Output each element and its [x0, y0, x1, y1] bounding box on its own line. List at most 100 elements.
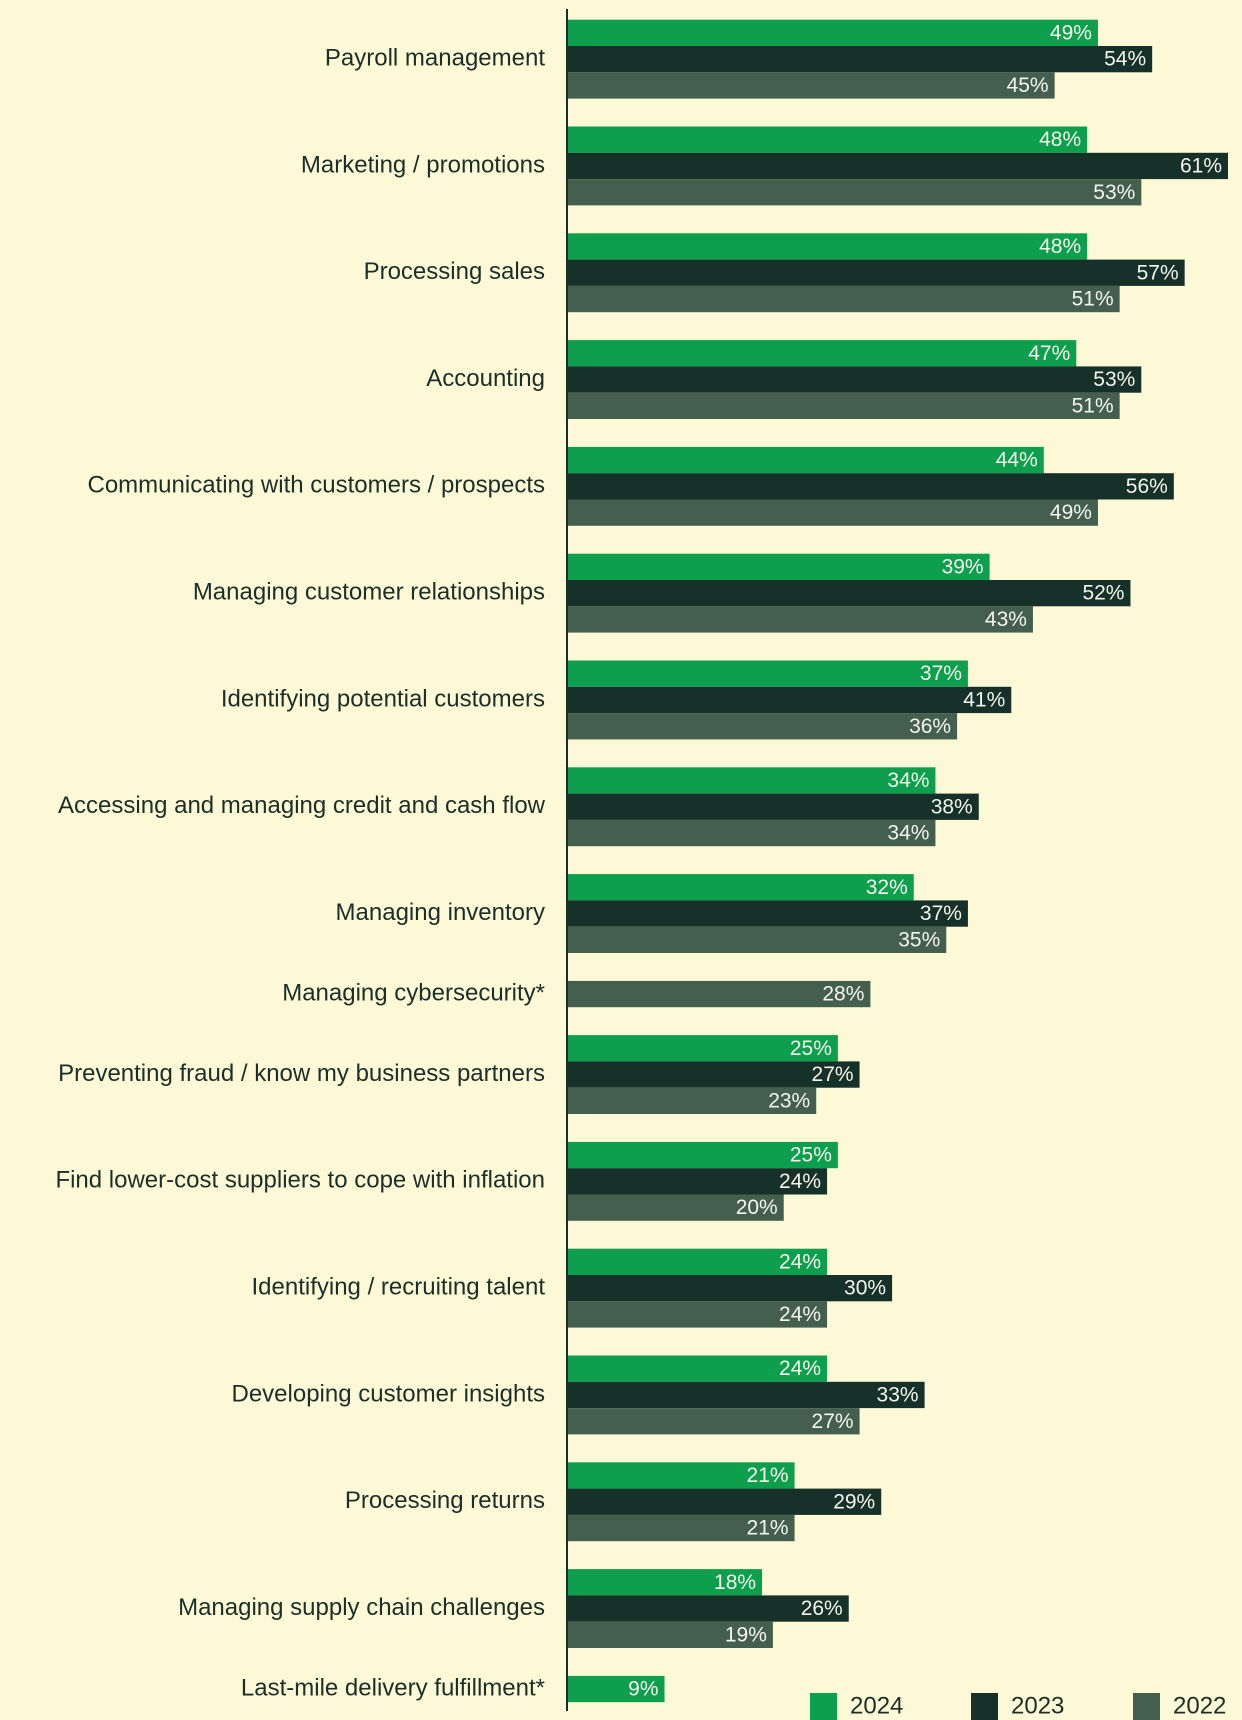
legend-swatch	[971, 1693, 998, 1720]
value-label: 49%	[1050, 501, 1092, 524]
category-label: Payroll management	[325, 44, 545, 71]
legend-label: 2023	[1011, 1692, 1064, 1719]
bar	[567, 793, 979, 820]
value-label: 44%	[996, 449, 1038, 472]
bar	[567, 926, 947, 953]
value-label: 43%	[985, 608, 1027, 631]
bar	[567, 1675, 665, 1703]
bar	[567, 1514, 795, 1542]
bar	[567, 285, 1120, 313]
value-label: 21%	[747, 1464, 789, 1487]
value-label: 21%	[747, 1517, 789, 1540]
category-label: Managing inventory	[336, 899, 545, 926]
bar	[567, 366, 1142, 393]
value-label: 61%	[1180, 154, 1222, 177]
value-label: 39%	[942, 555, 984, 578]
value-label: 25%	[790, 1037, 832, 1060]
value-label: 24%	[779, 1357, 821, 1380]
value-label: 18%	[714, 1571, 756, 1594]
value-label: 25%	[790, 1144, 832, 1167]
category-label: Managing customer relationships	[193, 578, 545, 605]
bar	[567, 1301, 828, 1328]
bar	[567, 392, 1120, 419]
value-label: 24%	[779, 1170, 821, 1193]
bar	[567, 767, 936, 794]
bar	[567, 1275, 893, 1302]
bar	[567, 553, 990, 580]
category-label: Accounting	[426, 365, 545, 392]
bar	[567, 1381, 925, 1409]
legend-swatch	[1133, 1693, 1160, 1720]
bar	[567, 1569, 763, 1596]
bar	[567, 499, 1098, 526]
bar	[567, 900, 968, 927]
bar	[567, 446, 1044, 474]
bar	[567, 233, 1088, 260]
category-label: Marketing / promotions	[301, 151, 545, 178]
value-label: 34%	[887, 822, 929, 845]
bar	[567, 1462, 795, 1489]
value-label: 37%	[920, 662, 962, 685]
value-label: 30%	[844, 1277, 886, 1300]
value-label: 53%	[1093, 368, 1135, 391]
legend-swatch	[810, 1693, 837, 1720]
value-label: 36%	[909, 715, 951, 738]
value-label: 24%	[779, 1250, 821, 1273]
value-label: 28%	[822, 983, 864, 1006]
bar	[567, 660, 968, 687]
bar	[567, 580, 1131, 607]
value-label: 54%	[1104, 48, 1146, 71]
bar	[567, 980, 871, 1008]
bar	[567, 1408, 860, 1435]
bar	[567, 1168, 828, 1195]
bar	[567, 1488, 882, 1515]
legend-label: 2022	[1173, 1692, 1226, 1719]
value-label: 34%	[887, 769, 929, 792]
value-label: 26%	[801, 1597, 843, 1620]
value-label: 41%	[963, 688, 1005, 711]
bar	[567, 819, 936, 847]
category-label: Processing returns	[345, 1487, 545, 1514]
category-label: Last-mile delivery fulfillment*	[241, 1674, 545, 1701]
category-label: Identifying / recruiting talent	[252, 1273, 546, 1300]
bar	[567, 473, 1174, 500]
bar	[567, 1595, 849, 1622]
bar	[567, 126, 1088, 153]
bar	[567, 46, 1153, 73]
value-label: 56%	[1126, 475, 1168, 498]
value-label: 35%	[898, 928, 940, 951]
value-label: 23%	[768, 1089, 810, 1112]
bar	[567, 713, 958, 740]
value-label: 53%	[1093, 181, 1135, 204]
category-label: Identifying potential customers	[221, 685, 545, 712]
value-label: 57%	[1137, 261, 1179, 284]
value-label: 29%	[833, 1490, 875, 1513]
bar	[567, 1621, 773, 1648]
bar	[567, 1248, 828, 1275]
value-label: 33%	[877, 1383, 919, 1406]
value-label: 20%	[736, 1196, 778, 1219]
bar	[567, 1087, 817, 1114]
value-label: 45%	[1007, 74, 1049, 97]
value-label: 49%	[1050, 21, 1092, 44]
category-label: Accessing and managing credit and cash f…	[58, 792, 546, 819]
value-label: 52%	[1082, 582, 1124, 605]
value-label: 27%	[812, 1063, 854, 1086]
bar	[567, 686, 1012, 714]
value-label: 27%	[812, 1410, 854, 1433]
bar	[567, 874, 914, 901]
value-label: 24%	[779, 1303, 821, 1326]
value-label: 37%	[920, 902, 962, 925]
value-label: 32%	[866, 876, 908, 899]
category-label: Communicating with customers / prospects	[88, 472, 546, 499]
value-label: 19%	[725, 1623, 767, 1646]
bar	[567, 1035, 838, 1062]
bar	[567, 606, 1033, 633]
value-label: 38%	[931, 795, 973, 818]
category-label: Developing customer insights	[232, 1380, 546, 1407]
bar	[567, 1141, 838, 1169]
value-label: 47%	[1028, 342, 1070, 365]
bar	[567, 179, 1142, 206]
value-label: 48%	[1039, 235, 1081, 258]
category-label: Managing cybersecurity*	[282, 979, 545, 1006]
